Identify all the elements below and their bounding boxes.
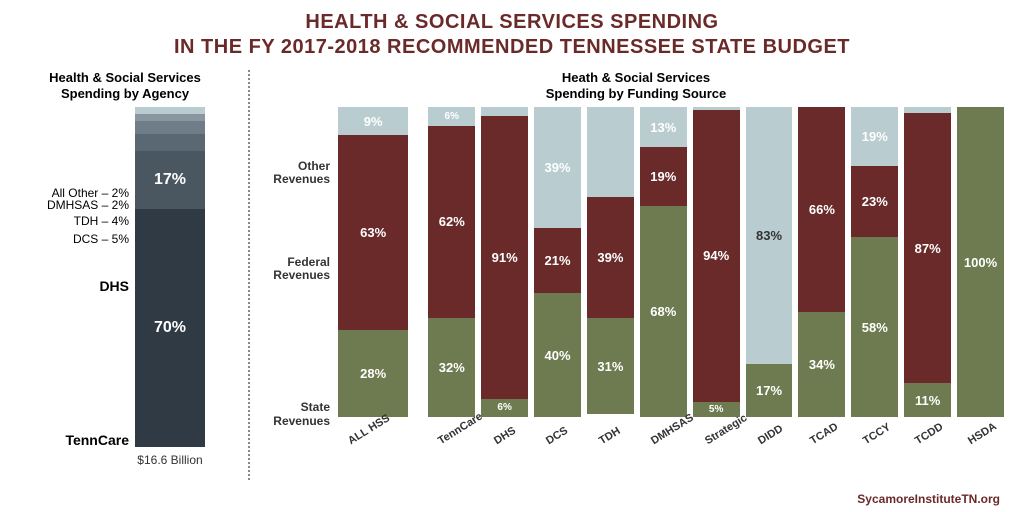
agency-bar: 17%70%	[135, 107, 205, 447]
funding-segment-other: 39%	[534, 107, 581, 228]
funding-segment-other: 13%	[640, 107, 687, 147]
funding-bar: 9%63%28%	[338, 107, 408, 417]
funding-segment-other: 19%	[851, 107, 898, 166]
funding-segment-state: 31%	[587, 318, 634, 414]
funding-segment-state: 58%	[851, 237, 898, 417]
x-axis-label: TCAD	[808, 413, 854, 448]
funding-segment-federal: 94%	[693, 110, 740, 401]
y-axis-label: FederalRevenues	[268, 256, 330, 282]
funding-segment-state: 34%	[798, 312, 845, 417]
agency-segment-label: DMHSAS – 2%	[20, 199, 129, 211]
funding-segment-federal: 62%	[428, 126, 475, 318]
funding-chart: Heath & Social Services Spending by Fund…	[250, 70, 1004, 480]
content-area: Health & Social Services Spending by Age…	[0, 60, 1024, 480]
funding-segment-other	[587, 107, 634, 197]
agency-segment-label: DHS	[20, 279, 129, 293]
x-axis-label: DMHSAS	[649, 412, 696, 447]
funding-segment-federal: 23%	[851, 166, 898, 237]
x-axis-label: DCS	[544, 413, 590, 448]
funding-bar: 91%6%	[481, 107, 528, 417]
funding-segment-state: 11%	[904, 383, 951, 417]
agency-segment	[135, 114, 205, 121]
funding-bar: 39%21%40%	[534, 107, 581, 417]
agency-chart: Health & Social Services Spending by Age…	[20, 70, 250, 480]
agency-segment: 17%	[135, 151, 205, 209]
funding-segment-other	[481, 107, 528, 116]
x-axis-labels: ALL HSSTennCareDHSDCSTDHDMHSASStrategicD…	[338, 421, 1004, 433]
x-axis-label: DHS	[492, 413, 538, 448]
agency-segment-label: TDH – 4%	[20, 215, 129, 227]
funding-bar: 13%19%68%	[640, 107, 687, 417]
agency-labels: All Other – 2%DMHSAS – 2%TDH – 4%DCS – 5…	[20, 187, 135, 447]
funding-segment-other: 6%	[428, 107, 475, 126]
source-credit: SycamoreInstituteTN.org	[857, 492, 1000, 506]
funding-bar: 94%5%	[693, 107, 740, 417]
funding-area: OtherRevenuesFederalRevenuesStateRevenue…	[268, 107, 1004, 417]
agency-segment	[135, 134, 205, 151]
funding-bar: 19%23%58%	[851, 107, 898, 417]
funding-segment-state: 100%	[957, 107, 1004, 417]
funding-segment-state: 32%	[428, 318, 475, 417]
funding-segment-other: 9%	[338, 107, 408, 135]
x-axis-label: Strategic	[703, 412, 749, 447]
funding-bar: 87%11%	[904, 107, 951, 417]
funding-segment-federal: 21%	[534, 228, 581, 293]
title-line1: HEALTH & SOCIAL SERVICES SPENDING	[0, 10, 1024, 35]
funding-segment-federal: 39%	[587, 197, 634, 318]
x-axis-label: TDH	[597, 413, 643, 448]
funding-segment-state: 5%	[693, 402, 740, 418]
funding-bar: 39%31%	[587, 107, 634, 417]
funding-bar: 66%34%	[798, 107, 845, 417]
y-axis-labels: OtherRevenuesFederalRevenuesStateRevenue…	[268, 107, 338, 417]
funding-segment-federal: 87%	[904, 113, 951, 383]
x-axis-label: DIDD	[756, 413, 802, 448]
agency-segment	[135, 107, 205, 114]
funding-segment-state: 40%	[534, 293, 581, 417]
agency-subtitle: Health & Social Services Spending by Age…	[20, 70, 230, 101]
main-title: HEALTH & SOCIAL SERVICES SPENDING IN THE…	[0, 0, 1024, 60]
funding-segment-federal: 19%	[640, 147, 687, 206]
funding-bars: 9%63%28%6%62%32%91%6%39%21%40%39%31%13%1…	[338, 107, 1004, 417]
funding-segment-federal: 91%	[481, 116, 528, 398]
y-axis-label: OtherRevenues	[268, 160, 330, 186]
x-axis-label: TCCY	[861, 413, 907, 448]
funding-segment-state: 68%	[640, 206, 687, 417]
agency-row: All Other – 2%DMHSAS – 2%TDH – 4%DCS – 5…	[20, 107, 230, 447]
funding-segment-state: 6%	[481, 399, 528, 418]
title-line2: IN THE FY 2017-2018 RECOMMENDED TENNESSE…	[0, 35, 1024, 60]
x-axis-label: HSDA	[966, 413, 1012, 448]
y-axis-label: StateRevenues	[268, 401, 330, 427]
funding-segment-federal: 66%	[798, 107, 845, 312]
funding-segment-state: 17%	[746, 364, 793, 417]
agency-total: $16.6 Billion	[135, 453, 205, 467]
funding-subtitle: Heath & Social Services Spending by Fund…	[268, 70, 1004, 101]
funding-segment-other: 83%	[746, 107, 793, 364]
funding-bar: 83%17%	[746, 107, 793, 417]
agency-segment: 70%	[135, 209, 205, 447]
funding-segment-federal: 63%	[338, 135, 408, 330]
funding-bar: 100%	[957, 107, 1004, 417]
funding-bar: 6%62%32%	[428, 107, 475, 417]
agency-segment-label: TennCare	[20, 433, 129, 447]
agency-segment-label: DCS – 5%	[20, 233, 129, 245]
agency-segment	[135, 121, 205, 135]
x-axis-label: TCDD	[913, 413, 959, 448]
